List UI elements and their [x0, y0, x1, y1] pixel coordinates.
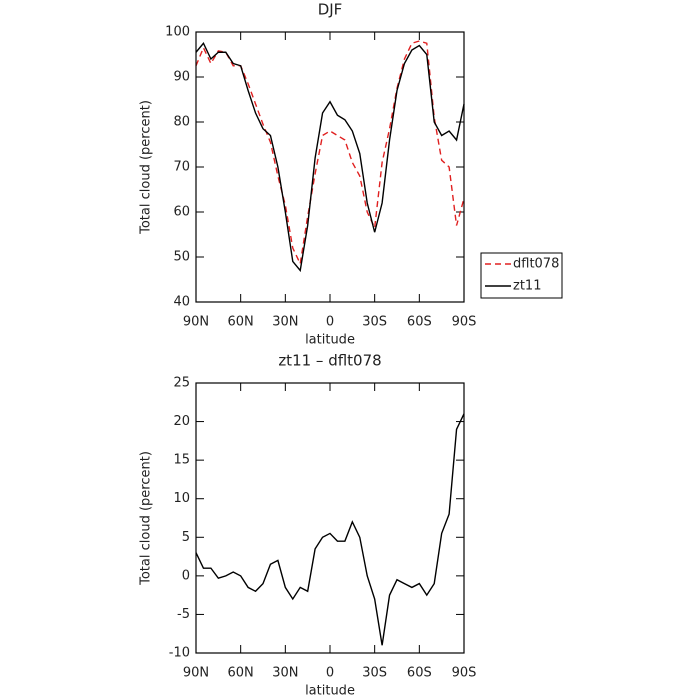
y-tick-label: 60	[173, 205, 190, 220]
chart-title: zt11 – dflt078	[278, 352, 381, 370]
y-tick-label: 70	[173, 160, 190, 175]
x-tick-label: 30N	[272, 315, 298, 330]
y-axis-label: Total cloud (percent)	[139, 100, 154, 235]
x-axis-label: latitude	[305, 333, 355, 348]
y-tick-label: 90	[173, 70, 190, 85]
x-tick-label: 90N	[183, 666, 209, 681]
legend-box	[480, 252, 563, 299]
y-axis-label: Total cloud (percent)	[139, 451, 154, 586]
y-tick-label: -10	[169, 646, 190, 661]
y-tick-label: 20	[173, 414, 190, 429]
x-tick-label: 60S	[407, 315, 432, 330]
line-series	[195, 40, 465, 267]
x-tick-label: 30S	[362, 666, 387, 681]
y-tick-label: -5	[177, 607, 190, 622]
y-tick-label: 50	[173, 250, 190, 265]
y-tick-label: 0	[182, 568, 190, 583]
x-tick-label: 90S	[452, 666, 477, 681]
y-tick-label: 40	[173, 295, 190, 310]
x-tick-label: 60S	[407, 666, 432, 681]
line-series	[195, 413, 465, 646]
y-tick-label: 100	[165, 25, 190, 40]
x-tick-label: 0	[326, 666, 334, 681]
plot-frame	[195, 382, 465, 654]
y-tick-label: 5	[182, 530, 190, 545]
x-tick-label: 30S	[362, 315, 387, 330]
chart-title: DJF	[318, 1, 343, 19]
legend-label: dflt078	[513, 257, 559, 272]
y-tick-label: 80	[173, 115, 190, 130]
y-tick-label: 15	[173, 453, 190, 468]
x-tick-label: 90N	[183, 315, 209, 330]
x-tick-label: 60N	[228, 666, 254, 681]
y-tick-label: 25	[173, 376, 190, 391]
x-axis-label: latitude	[305, 684, 355, 699]
legend-label: zt11	[513, 279, 541, 294]
x-tick-label: 90S	[452, 315, 477, 330]
plot-frame	[195, 31, 465, 303]
x-tick-label: 60N	[228, 315, 254, 330]
y-tick-label: 10	[173, 491, 190, 506]
line-series	[195, 41, 465, 273]
x-tick-label: 30N	[272, 666, 298, 681]
x-tick-label: 0	[326, 315, 334, 330]
